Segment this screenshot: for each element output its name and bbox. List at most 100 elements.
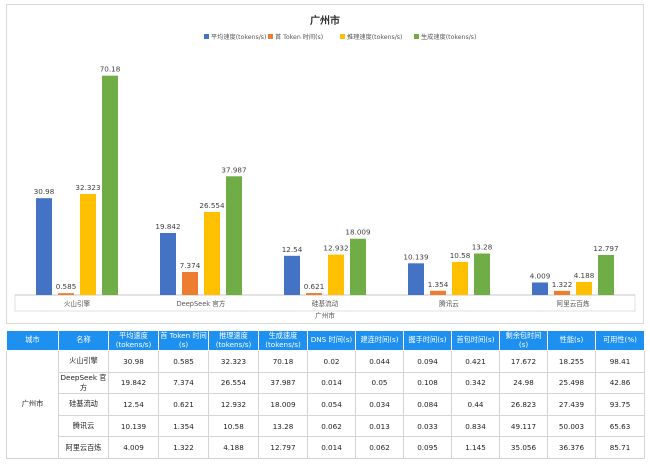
table-cell: 26.554	[208, 371, 259, 395]
category-tick-label: 火山引擎	[64, 299, 91, 308]
table-cell: 1.322	[158, 436, 209, 459]
bar	[36, 198, 52, 295]
legend-swatch	[414, 34, 419, 39]
bar	[576, 281, 592, 295]
table-cell: 0.033	[403, 414, 452, 438]
table-cell: 0.044	[355, 350, 404, 373]
category-tick-label: 阿里云百炼	[557, 299, 590, 308]
bar	[58, 293, 74, 295]
table-cell: 阿里云百炼	[58, 436, 109, 459]
table-cell: 27.439	[547, 393, 596, 416]
column-header: 可用性(%)	[595, 330, 645, 351]
table-cell: 65.63	[595, 414, 645, 438]
table-row: 硅基流动 12.54 0.621 12.932 18.009 0.054 0.034 0.08…	[7, 393, 645, 416]
table-cell: 腾讯云	[58, 414, 109, 438]
data-label: 1.354	[428, 280, 449, 289]
table-cell: 1.145	[451, 436, 500, 459]
column-header: 首 Token 时间(s)	[158, 330, 209, 351]
table-cell: 36.376	[547, 436, 596, 459]
column-header: 首包时间(s)	[451, 330, 500, 351]
table-cell: 85.71	[595, 436, 645, 459]
table-cell: 0.342	[451, 371, 500, 395]
legend-label: 首 Token 时间(s)	[275, 33, 323, 41]
column-header: 城市	[6, 330, 59, 351]
table-cell: 0.062	[355, 436, 404, 459]
chart-panel: 广州市 平均速度(tokens/s) 首 Token 时间(s) 推理速度(token…	[6, 4, 644, 324]
table-cell: 0.095	[403, 436, 452, 459]
data-label: 10.139	[403, 252, 429, 261]
x-axis-label: 广州市	[315, 311, 335, 320]
data-label: 12.797	[593, 244, 618, 253]
table-cell: 49.117	[499, 414, 548, 438]
table-cell: 0.094	[403, 350, 452, 373]
data-label: 12.54	[282, 245, 303, 254]
data-label: 4.009	[530, 271, 551, 280]
data-label: 18.009	[345, 228, 371, 237]
table-cell: 37.987	[258, 371, 308, 395]
table-cell: 25.498	[547, 371, 596, 395]
table-cell: 0.084	[403, 393, 452, 416]
table-cell: 98.41	[595, 350, 645, 373]
table-row: 广州市 火山引擎 30.98 0.585 32.323 70.18 0.02 0.044 0.0…	[6, 350, 645, 459]
table-cell: 0.44	[451, 393, 500, 416]
table-cell: 0.013	[355, 414, 404, 438]
table-cell: 18.009	[258, 393, 308, 416]
data-table: 城市 名称 平均速度(tokens/s) 首 Token 时间(s) 推理速度(toke…	[6, 330, 645, 459]
table-cell: 10.58	[208, 414, 259, 438]
table-cell: 0.834	[451, 414, 500, 438]
bar	[182, 271, 198, 295]
bar-chart: 广州市 平均速度(tokens/s) 首 Token 时间(s) 推理速度(token…	[14, 14, 636, 320]
table-cell: 93.75	[595, 393, 645, 416]
data-label: 32.323	[75, 183, 100, 192]
table-cell: 1.354	[158, 414, 209, 438]
category-tick-label: 腾讯云	[439, 299, 459, 308]
data-label: 37.987	[221, 165, 246, 174]
column-header: 剩余包时间(s)	[499, 330, 548, 351]
data-label: 10.58	[450, 251, 471, 260]
data-label: 0.585	[56, 282, 77, 291]
bar	[328, 254, 344, 295]
table-cell: 0.014	[307, 371, 356, 395]
bar	[284, 255, 300, 295]
table-cell: 24.98	[499, 371, 548, 395]
bar	[430, 290, 446, 295]
data-label: 4.188	[574, 271, 595, 280]
table-cell: 17.672	[499, 350, 548, 373]
data-label: 12.932	[323, 244, 348, 253]
data-label: 0.621	[304, 282, 325, 291]
table-cell: 硅基流动	[58, 393, 109, 416]
column-header: 性能(s)	[547, 330, 596, 351]
table-cell: 0.585	[158, 350, 209, 373]
column-header: 名称	[58, 330, 109, 351]
column-header: 平均速度(tokens/s)	[108, 330, 159, 351]
bar	[532, 282, 548, 295]
bar	[598, 255, 614, 295]
bar	[160, 232, 176, 295]
column-header: 生成速度(tokens/s)	[258, 330, 308, 351]
column-header: DNS 时间(s)	[307, 330, 356, 351]
bar	[102, 75, 118, 295]
table-row: 阿里云百炼 4.009 1.322 4.188 12.797 0.014 0.062 0.09…	[7, 436, 645, 459]
table-cell: 0.034	[355, 393, 404, 416]
legend-swatch	[340, 34, 345, 39]
table-cell: 0.108	[403, 371, 452, 395]
table-cell: 35.056	[499, 436, 548, 459]
bar	[350, 238, 366, 295]
table-header-row: 城市 名称 平均速度(tokens/s) 首 Token 时间(s) 推理速度(toke…	[6, 330, 645, 351]
bar	[408, 263, 424, 295]
table-cell: 0.621	[158, 393, 209, 416]
column-header: 推理速度(tokens/s)	[208, 330, 259, 351]
data-label: 26.554	[199, 201, 225, 210]
legend-label: 推理速度(tokens/s)	[347, 33, 402, 41]
legend-label: 平均速度(tokens/s)	[211, 33, 266, 41]
table-cell: 18.255	[547, 350, 596, 373]
table-cell: 4.009	[108, 436, 159, 459]
city-cell: 广州市	[6, 350, 59, 459]
table-cell: 30.98	[108, 350, 159, 373]
data-label: 1.322	[552, 280, 573, 289]
table-cell: 12.797	[258, 436, 308, 459]
table-cell: 42.86	[595, 371, 645, 395]
category-tick-label: 硅基流动	[312, 299, 339, 308]
table-cell: 10.139	[108, 414, 159, 438]
legend-swatch	[204, 34, 209, 39]
